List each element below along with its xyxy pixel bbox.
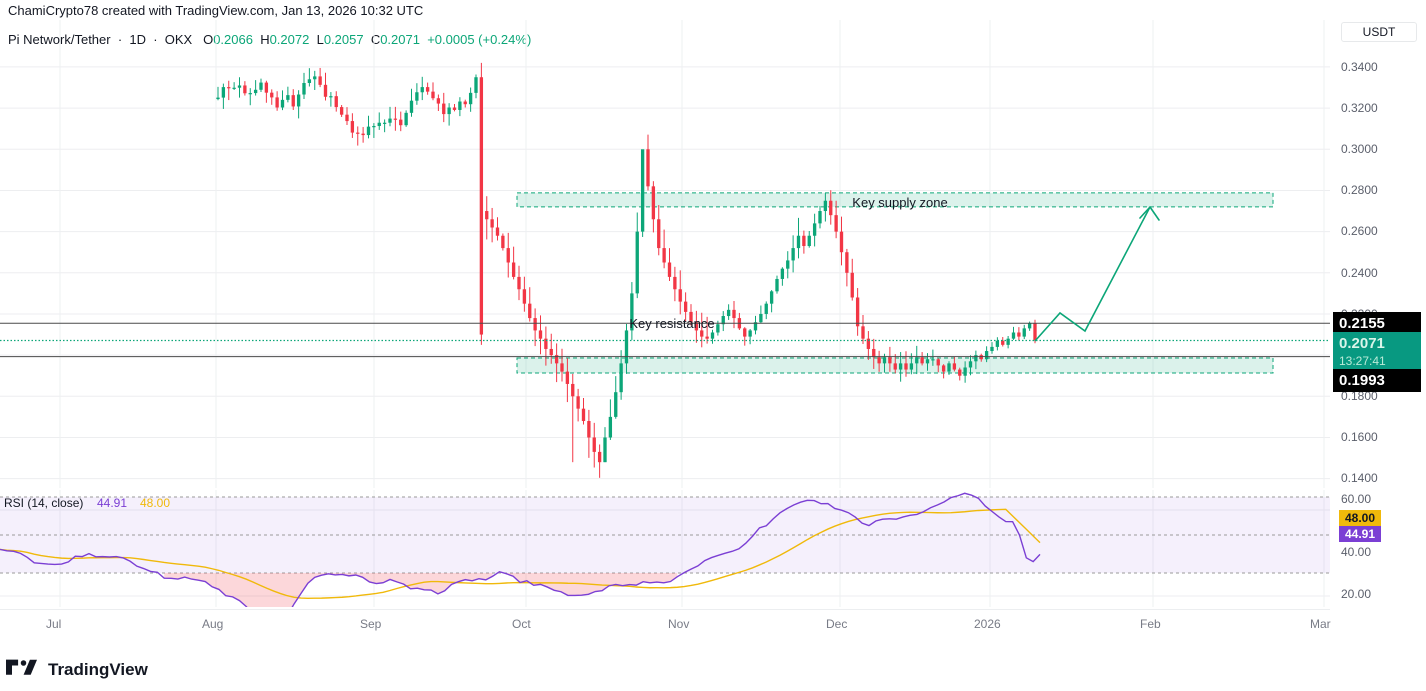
svg-text:RSI (14, close): RSI (14, close)	[4, 496, 83, 510]
svg-text:Key supply zone: Key supply zone	[852, 195, 947, 210]
svg-text:44.91: 44.91	[97, 496, 127, 510]
svg-text:Key resistance: Key resistance	[629, 316, 714, 331]
svg-text:TradingView: TradingView	[48, 660, 149, 679]
svg-text:48.00: 48.00	[140, 496, 170, 510]
